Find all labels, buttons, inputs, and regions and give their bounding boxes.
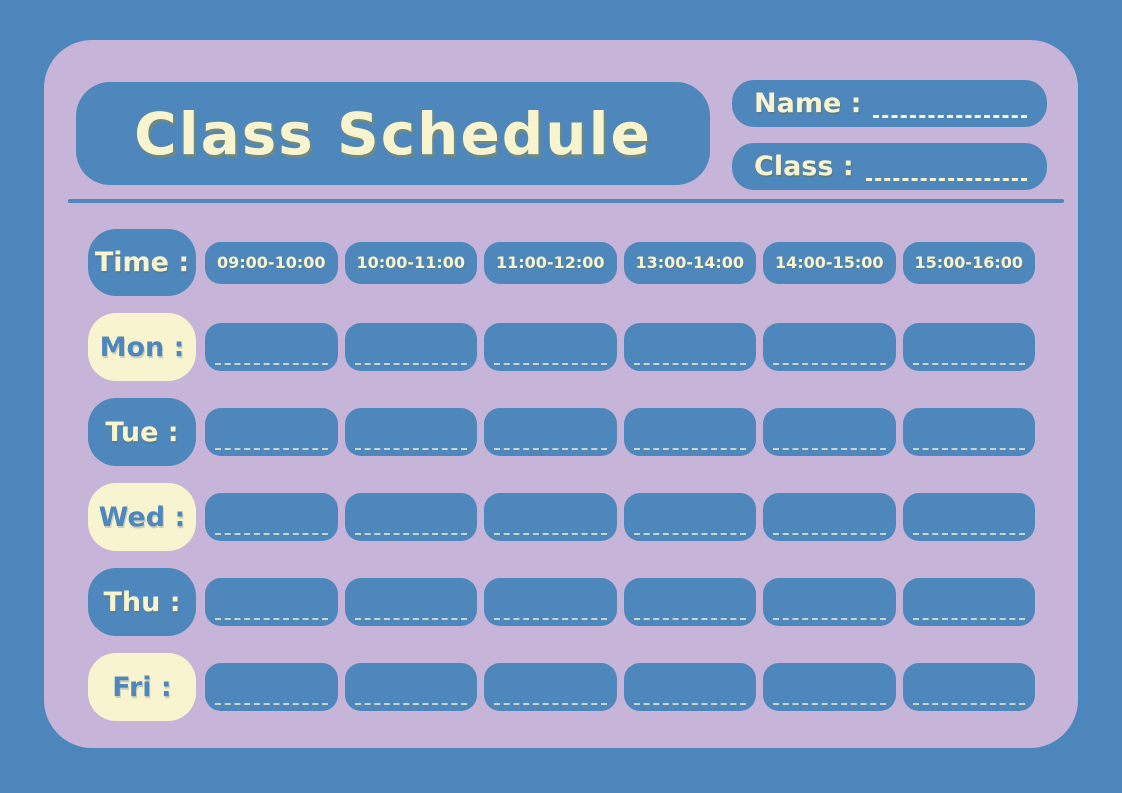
cell-write-line (354, 533, 467, 535)
schedule-cell[interactable] (623, 408, 756, 456)
schedule-cell[interactable] (344, 323, 477, 371)
schedule-cell[interactable] (484, 408, 617, 456)
cell-write-line (773, 448, 886, 450)
schedule-cell[interactable] (623, 663, 756, 711)
cell-write-line (912, 448, 1025, 450)
cell-write-line (354, 448, 467, 450)
schedule-cell[interactable] (902, 493, 1035, 541)
time-slot: 09:00-10:00 (205, 241, 338, 284)
name-input-line[interactable] (873, 115, 1027, 118)
schedule-cell[interactable] (623, 493, 756, 541)
cell-write-line (633, 618, 746, 620)
cell-write-line (494, 363, 607, 365)
cell-write-line (215, 703, 328, 705)
schedule-cell[interactable] (902, 323, 1035, 371)
day-row: Wed : (88, 483, 1035, 551)
cell-write-line (354, 703, 467, 705)
schedule-cell[interactable] (205, 578, 338, 626)
cell-write-line (773, 618, 886, 620)
name-label: Name : (754, 88, 862, 119)
time-label: Time : (94, 247, 190, 278)
header-divider (68, 199, 1064, 203)
cell-write-line (633, 533, 746, 535)
schedule-cell[interactable] (484, 578, 617, 626)
time-row: Time : 09:00-10:00 10:00-11:00 11:00-12:00… (88, 229, 1035, 296)
cell-write-line (633, 703, 746, 705)
schedule-cell[interactable] (205, 323, 338, 371)
day-label-tue: Tue : (88, 398, 196, 466)
schedule-cell[interactable] (902, 408, 1035, 456)
schedule-cell[interactable] (484, 663, 617, 711)
day-cells (205, 323, 1035, 371)
cell-write-line (215, 448, 328, 450)
schedule-cell[interactable] (902, 663, 1035, 711)
cell-write-line (494, 703, 607, 705)
day-label-mon: Mon : (88, 313, 196, 381)
cell-write-line (633, 448, 746, 450)
schedule-cell[interactable] (344, 408, 477, 456)
cell-write-line (912, 618, 1025, 620)
time-slot: 13:00-14:00 (623, 241, 756, 284)
day-cells (205, 408, 1035, 456)
schedule-cell[interactable] (763, 323, 896, 371)
cell-write-line (354, 618, 467, 620)
cell-write-line (215, 363, 328, 365)
time-pills: 09:00-10:00 10:00-11:00 11:00-12:00 13:00-1… (205, 241, 1035, 284)
day-row: Fri : (88, 653, 1035, 721)
schedule-cell[interactable] (205, 663, 338, 711)
time-label-box: Time : (88, 229, 196, 296)
schedule-cell[interactable] (623, 323, 756, 371)
schedule-card: Class Schedule Name : Class : Time : 09:… (44, 40, 1078, 748)
schedule-cell[interactable] (484, 493, 617, 541)
cell-write-line (354, 363, 467, 365)
cell-write-line (773, 703, 886, 705)
schedule-cell[interactable] (344, 578, 477, 626)
class-input-line[interactable] (865, 178, 1027, 181)
day-cells (205, 663, 1035, 711)
cell-write-line (494, 533, 607, 535)
day-row: Mon : (88, 313, 1035, 381)
cell-write-line (773, 533, 886, 535)
cell-write-line (494, 618, 607, 620)
schedule-cell[interactable] (763, 578, 896, 626)
schedule-table: Time : 09:00-10:00 10:00-11:00 11:00-12:00… (88, 229, 1035, 721)
class-label: Class : (754, 151, 854, 182)
class-field-box: Class : (732, 143, 1047, 190)
day-cells (205, 578, 1035, 626)
cell-write-line (912, 533, 1025, 535)
cell-write-line (633, 363, 746, 365)
title-box: Class Schedule (76, 82, 710, 185)
time-slot: 11:00-12:00 (484, 241, 617, 284)
day-cells (205, 493, 1035, 541)
schedule-cell[interactable] (344, 663, 477, 711)
time-slot: 15:00-16:00 (902, 241, 1035, 284)
schedule-cell[interactable] (902, 578, 1035, 626)
day-label-fri: Fri : (88, 653, 196, 721)
schedule-cell[interactable] (763, 408, 896, 456)
cell-write-line (215, 618, 328, 620)
schedule-cell[interactable] (484, 323, 617, 371)
page-title: Class Schedule (134, 99, 652, 168)
time-slot: 14:00-15:00 (763, 241, 896, 284)
day-label-thu: Thu : (88, 568, 196, 636)
schedule-cell[interactable] (623, 578, 756, 626)
cell-write-line (912, 363, 1025, 365)
day-row: Tue : (88, 398, 1035, 466)
schedule-cell[interactable] (205, 493, 338, 541)
day-row: Thu : (88, 568, 1035, 636)
cell-write-line (912, 703, 1025, 705)
name-field-box: Name : (732, 80, 1047, 127)
cell-write-line (494, 448, 607, 450)
schedule-cell[interactable] (763, 663, 896, 711)
cell-write-line (215, 533, 328, 535)
schedule-cell[interactable] (205, 408, 338, 456)
schedule-cell[interactable] (344, 493, 477, 541)
schedule-cell[interactable] (763, 493, 896, 541)
day-label-wed: Wed : (88, 483, 196, 551)
cell-write-line (773, 363, 886, 365)
time-slot: 10:00-11:00 (344, 241, 477, 284)
